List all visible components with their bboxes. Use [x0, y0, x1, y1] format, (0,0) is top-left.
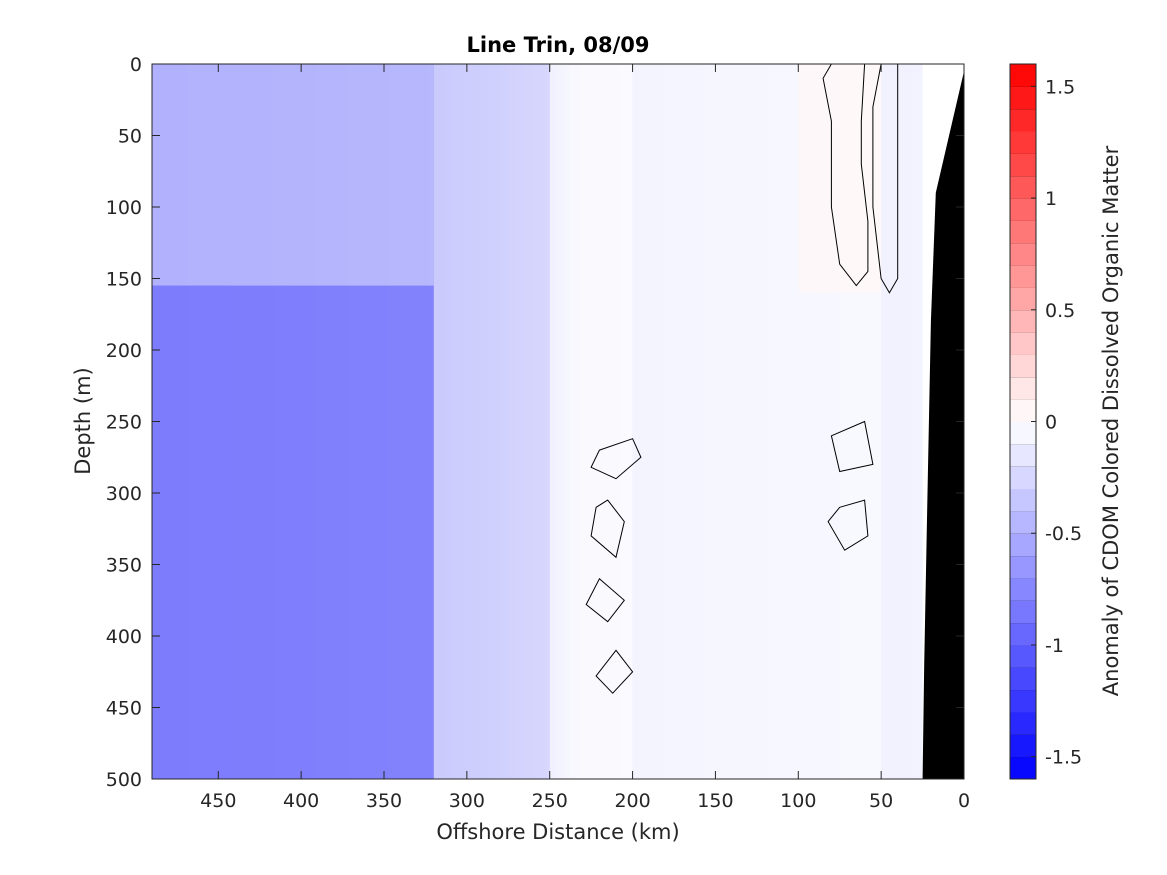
zero-contour-3 — [590, 438, 642, 480]
colorbar-tick-label: 0 — [1045, 412, 1057, 434]
anomaly-region-5 — [632, 64, 799, 779]
zero-contour-1 — [822, 64, 869, 287]
x-axis-label: Offshore Distance (km) — [436, 820, 679, 844]
colorbar-level — [1010, 644, 1036, 668]
colorbar-tick-label: -0.5 — [1045, 523, 1082, 545]
colorbar-level — [1010, 287, 1036, 311]
colorbar-level — [1010, 198, 1036, 221]
colorbar-level — [1010, 153, 1036, 177]
y-tick-label: 400 — [106, 626, 142, 648]
zero-contour-8 — [827, 499, 869, 551]
colorbar: 1.5 1 0.5 0 -0.5 -1 -1.5 — [1009, 63, 1082, 780]
colorbar-level — [1010, 376, 1036, 400]
colorbar-level — [1010, 622, 1036, 646]
colorbar-level — [1010, 689, 1036, 713]
colorbar-tick-label: 0.5 — [1045, 300, 1075, 322]
zero-contour-2 — [872, 64, 899, 294]
colorbar-level — [1010, 354, 1036, 378]
x-tick-label: 300 — [449, 790, 485, 812]
colorbar-label: Anomaly of CDOM Colored Dissolved Organi… — [1099, 145, 1123, 696]
anomaly-region-7 — [433, 64, 550, 779]
anomaly-region-4 — [798, 292, 882, 779]
x-tick-label: 150 — [697, 790, 733, 812]
y-tick-label: 500 — [106, 769, 142, 791]
anomaly-region-8 — [152, 64, 434, 286]
y-tick-label: 350 — [106, 555, 142, 577]
bathymetry — [922, 71, 964, 779]
colorbar-level — [1010, 555, 1036, 579]
colorbar-level — [1010, 265, 1036, 288]
colorbar-level — [1010, 64, 1036, 87]
colorbar-level — [1010, 510, 1036, 534]
colorbar-level — [1010, 466, 1036, 490]
x-tick-label: 200 — [614, 790, 650, 812]
colorbar-level — [1010, 332, 1036, 355]
colorbar-level — [1010, 108, 1036, 132]
colorbar-level — [1010, 533, 1036, 557]
anomaly-regions — [152, 64, 964, 779]
anomaly-region-3 — [798, 64, 882, 293]
x-tick-label: 250 — [532, 790, 568, 812]
x-tick-label: 50 — [869, 790, 893, 812]
y-tick-label: 150 — [106, 269, 142, 291]
colorbar-level — [1010, 600, 1036, 624]
colorbar-level — [1010, 577, 1036, 601]
colorbar-level — [1010, 756, 1036, 780]
y-tick-label: 100 — [106, 197, 142, 219]
colorbar-level — [1010, 443, 1036, 467]
colorbar-tick-label: 1.5 — [1045, 76, 1075, 98]
colorbar-level — [1010, 399, 1036, 422]
colorbar-level — [1010, 309, 1036, 333]
zero-contours — [585, 64, 899, 694]
colorbar-level — [1010, 734, 1036, 758]
colorbar-tick-label: -1 — [1045, 635, 1064, 657]
y-axis: 0 50 100 150 200 250 300 350 400 450 500 — [106, 54, 964, 791]
y-axis-label: Depth (m) — [71, 367, 95, 474]
colorbar-level — [1010, 220, 1036, 244]
zero-contour-6 — [595, 649, 634, 694]
x-tick-label: 0 — [958, 790, 970, 812]
colorbar-level — [1010, 667, 1036, 691]
y-tick-label: 250 — [106, 412, 142, 434]
colorbar-level — [1010, 488, 1036, 512]
colorbar-level — [1010, 242, 1036, 266]
x-tick-label: 100 — [780, 790, 816, 812]
zero-contour-5 — [585, 578, 625, 623]
chart-title: Line Trin, 08/09 — [466, 33, 649, 57]
colorbar-level — [1010, 711, 1036, 735]
anomaly-region-6 — [549, 64, 633, 779]
colorbar-level — [1010, 421, 1036, 445]
x-tick-label: 350 — [366, 790, 402, 812]
x-tick-label: 450 — [200, 790, 236, 812]
y-tick-label: 450 — [106, 698, 142, 720]
x-axis: 450 400 350 300 250 200 150 100 50 0 — [200, 64, 970, 812]
y-tick-label: 200 — [106, 340, 142, 362]
zero-contour-7 — [830, 420, 874, 473]
bathymetry-shape — [922, 71, 964, 779]
colorbar-level — [1010, 131, 1036, 154]
colorbar-level — [1010, 175, 1036, 199]
colorbar-level — [1010, 86, 1036, 110]
plot-area — [152, 64, 964, 779]
anomaly-region-2 — [881, 64, 923, 779]
x-tick-label: 400 — [283, 790, 319, 812]
y-tick-label: 50 — [118, 126, 142, 148]
y-tick-label: 300 — [106, 483, 142, 505]
anomaly-region-9 — [152, 285, 434, 779]
zero-contour-4 — [590, 499, 625, 559]
colorbar-tick-label: -1.5 — [1045, 747, 1082, 769]
colorbar-tick-label: 1 — [1045, 188, 1057, 210]
y-tick-label: 0 — [130, 54, 142, 76]
